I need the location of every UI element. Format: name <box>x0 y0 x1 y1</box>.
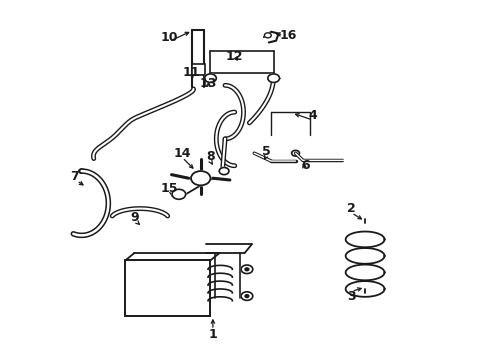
Text: 2: 2 <box>346 202 355 215</box>
Text: 10: 10 <box>160 31 178 44</box>
Text: 11: 11 <box>182 66 200 79</box>
Circle shape <box>267 74 279 82</box>
Circle shape <box>219 167 228 175</box>
Text: 14: 14 <box>173 147 191 160</box>
Text: 8: 8 <box>206 150 214 163</box>
Text: 1: 1 <box>208 328 217 341</box>
Circle shape <box>264 33 271 38</box>
Circle shape <box>191 171 210 185</box>
Text: 7: 7 <box>70 170 79 183</box>
Text: 5: 5 <box>262 145 270 158</box>
Circle shape <box>241 265 252 274</box>
Text: 12: 12 <box>225 50 243 63</box>
Circle shape <box>204 74 216 82</box>
Text: 16: 16 <box>279 29 296 42</box>
Circle shape <box>244 295 248 297</box>
Text: 15: 15 <box>160 183 178 195</box>
Text: 3: 3 <box>346 289 355 303</box>
Text: 13: 13 <box>199 77 216 90</box>
Circle shape <box>241 292 252 300</box>
Circle shape <box>244 268 248 271</box>
Circle shape <box>172 189 185 199</box>
Circle shape <box>79 169 84 173</box>
Text: 9: 9 <box>130 211 139 224</box>
Bar <box>191 64 204 75</box>
Text: 4: 4 <box>307 109 316 122</box>
Text: 6: 6 <box>300 159 309 172</box>
Bar <box>125 260 210 316</box>
